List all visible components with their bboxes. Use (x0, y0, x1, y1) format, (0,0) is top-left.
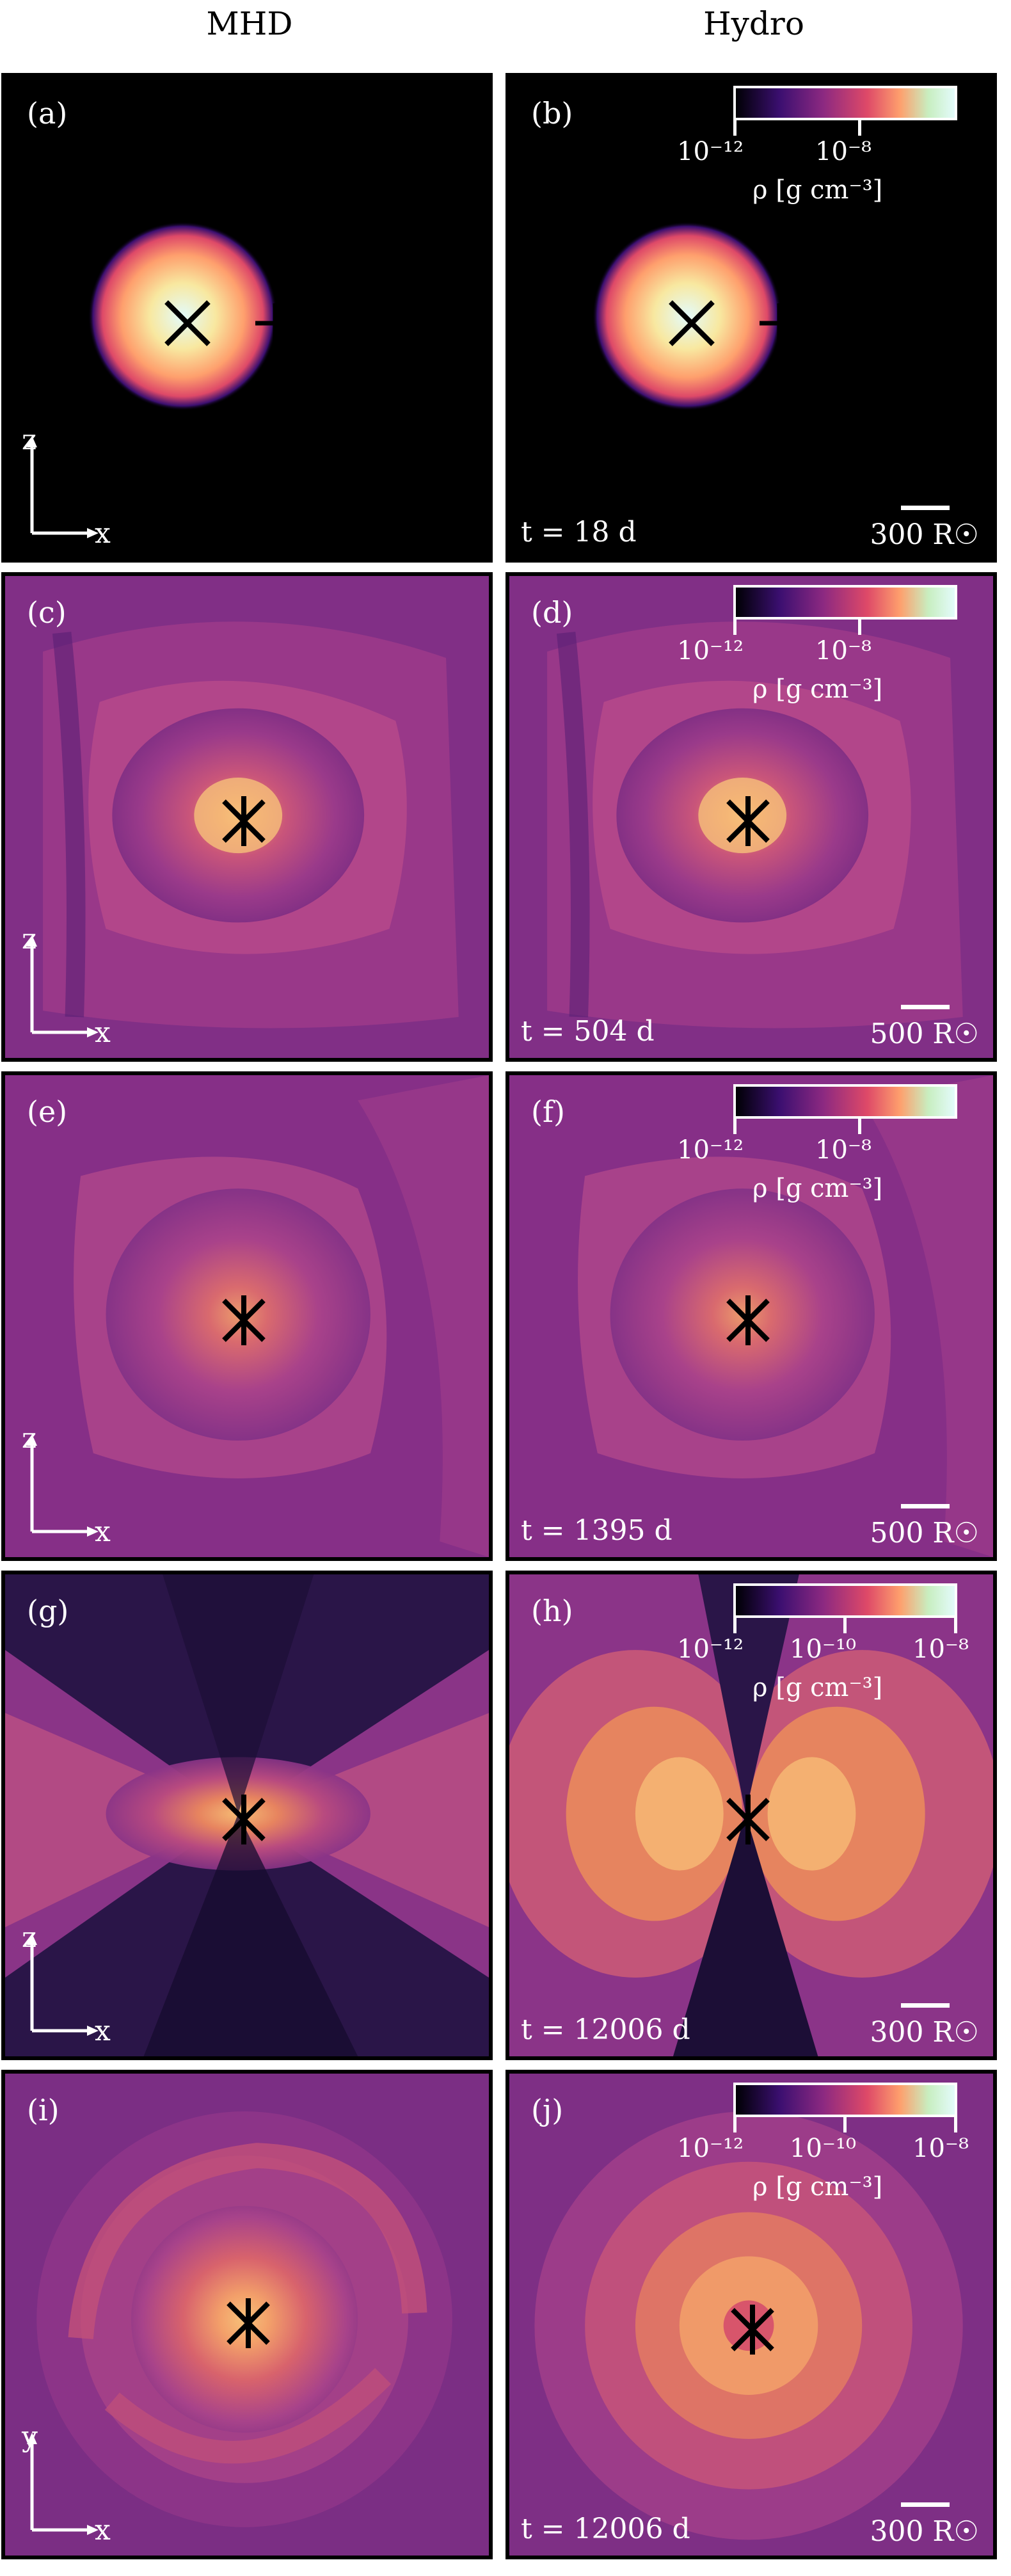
star-marker-icon (726, 1295, 770, 1345)
colorbar-tick (858, 119, 861, 136)
colorbar-tick (954, 1617, 957, 1633)
axis-label-vertical: z (22, 1422, 37, 1455)
plus-marker-icon (255, 303, 295, 343)
panel-e: (e) x z (1, 1071, 493, 1561)
panel-a: (a) x z (1, 73, 493, 563)
density-map-b (592, 221, 782, 411)
axis-label-vertical: z (22, 1921, 37, 1954)
colorbar-tick (858, 1117, 861, 1134)
axis-label-horizontal: x (95, 1016, 111, 1049)
panel-f: (f) 10⁻¹² 10⁻⁸ ρ [g cm⁻³] t = 1395 d 500… (506, 1071, 997, 1561)
panel-label: (b) (531, 96, 573, 131)
time-label: t = 1395 d (521, 1514, 673, 1547)
panel-label: (d) (531, 595, 573, 630)
star-marker-icon (222, 1295, 266, 1345)
axes-indicator-icon (27, 436, 99, 538)
axes-indicator-icon (27, 1434, 99, 1537)
panel-label: (g) (27, 1594, 69, 1628)
colorbar-label: ρ [g cm⁻³] (752, 1673, 883, 1702)
column-title-mhd: MHD (206, 5, 293, 42)
colorbar-tick-label: 10⁻¹² (677, 636, 744, 666)
colorbar-tick-label: 10⁻⁸ (815, 636, 872, 666)
colorbar-tick (733, 119, 736, 136)
scale-bar (901, 2502, 950, 2507)
column-title-hydro: Hydro (703, 5, 804, 42)
colorbar-tick (858, 618, 861, 635)
colorbar-tick-label: 10⁻¹⁰ (790, 2134, 857, 2163)
time-label: t = 12006 d (521, 2513, 690, 2545)
axis-label-vertical: z (22, 424, 37, 456)
colorbar (733, 1084, 957, 1119)
axis-label-horizontal: x (95, 1516, 111, 1548)
panel-label: (a) (27, 96, 68, 131)
star-marker-icon (726, 796, 770, 846)
scale-label: 500 R☉ (870, 1517, 979, 1549)
cross-marker-icon (669, 300, 715, 346)
axis-label-horizontal: x (95, 2514, 111, 2547)
star-marker-icon (731, 2305, 774, 2355)
colorbar-tick (733, 1117, 736, 1134)
colorbar-tick (733, 2116, 736, 2132)
axis-label-vertical: z (22, 923, 37, 956)
axis-label-vertical: y (22, 2420, 38, 2453)
panel-d: (d) 10⁻¹² 10⁻⁸ ρ [g cm⁻³] t = 504 d 500 … (506, 572, 997, 1062)
colorbar-tick (843, 2116, 847, 2132)
scale-bar (901, 1005, 950, 1009)
colorbar-label: ρ [g cm⁻³] (752, 675, 883, 704)
colorbar-tick-label: 10⁻¹² (677, 2134, 744, 2163)
time-label: t = 504 d (521, 1015, 655, 1048)
axes-indicator-icon (27, 935, 99, 1037)
colorbar-tick-label: 10⁻¹⁰ (790, 1635, 857, 1664)
panel-label: (i) (27, 2093, 60, 2127)
panel-label: (c) (27, 595, 67, 630)
scale-label: 300 R☉ (870, 2515, 979, 2548)
colorbar-label: ρ [g cm⁻³] (752, 1174, 883, 1203)
colorbar-tick-label: 10⁻⁸ (815, 1135, 872, 1165)
colorbar-tick-label: 10⁻¹² (677, 1135, 744, 1165)
colorbar-tick (733, 618, 736, 635)
colorbar-tick-label: 10⁻⁸ (815, 137, 872, 166)
axis-label-horizontal: x (95, 517, 111, 550)
time-label: t = 18 d (521, 516, 637, 548)
colorbar-tick-label: 10⁻⁸ (912, 1635, 969, 1664)
colorbar-tick-label: 10⁻¹² (677, 137, 744, 166)
panel-label: (h) (531, 1594, 573, 1628)
scale-bar (901, 506, 950, 510)
colorbar (733, 585, 957, 620)
colorbar-label: ρ [g cm⁻³] (752, 175, 883, 205)
plus-marker-icon (760, 303, 799, 343)
panel-i: (i) x y (1, 2070, 493, 2559)
scale-label: 300 R☉ (870, 518, 979, 551)
star-marker-icon (222, 796, 266, 846)
colorbar-label: ρ [g cm⁻³] (752, 2172, 883, 2202)
colorbar-tick-label: 10⁻¹² (677, 1635, 744, 1664)
colorbar-tick (843, 1617, 847, 1633)
star-marker-icon (222, 1795, 266, 1844)
colorbar (733, 1583, 957, 1618)
colorbar (733, 86, 957, 120)
panel-label: (e) (27, 1094, 68, 1129)
time-label: t = 12006 d (521, 2013, 690, 2046)
scale-label: 300 R☉ (870, 2016, 979, 2049)
colorbar-tick-label: 10⁻⁸ (912, 2134, 969, 2163)
cross-marker-icon (164, 300, 211, 346)
colorbar (733, 2083, 957, 2117)
panel-h: (h) 10⁻¹² 10⁻¹⁰ 10⁻⁸ ρ [g cm⁻³] t = 1200… (506, 1571, 997, 2060)
axes-indicator-icon (27, 1933, 99, 2036)
panel-label: (f) (531, 1094, 565, 1129)
panel-j: (j) 10⁻¹² 10⁻¹⁰ 10⁻⁸ ρ [g cm⁻³] t = 1200… (506, 2070, 997, 2559)
panel-label: (j) (531, 2093, 564, 2127)
panel-g: (g) x z (1, 1571, 493, 2060)
axis-label-horizontal: x (95, 2015, 111, 2047)
panel-b: (b) 10⁻¹² 10⁻⁸ ρ [g cm⁻³] t = 18 d 300 R… (506, 73, 997, 563)
colorbar-tick (733, 1617, 736, 1633)
star-marker-icon (726, 1795, 770, 1844)
scale-label: 500 R☉ (870, 1018, 979, 1050)
scale-bar (901, 1504, 950, 1508)
axes-indicator-icon (27, 2433, 99, 2535)
star-marker-icon (227, 2298, 270, 2348)
panel-c: (c) x z (1, 572, 493, 1062)
scale-bar (901, 2003, 950, 2008)
colorbar-tick (954, 2116, 957, 2132)
